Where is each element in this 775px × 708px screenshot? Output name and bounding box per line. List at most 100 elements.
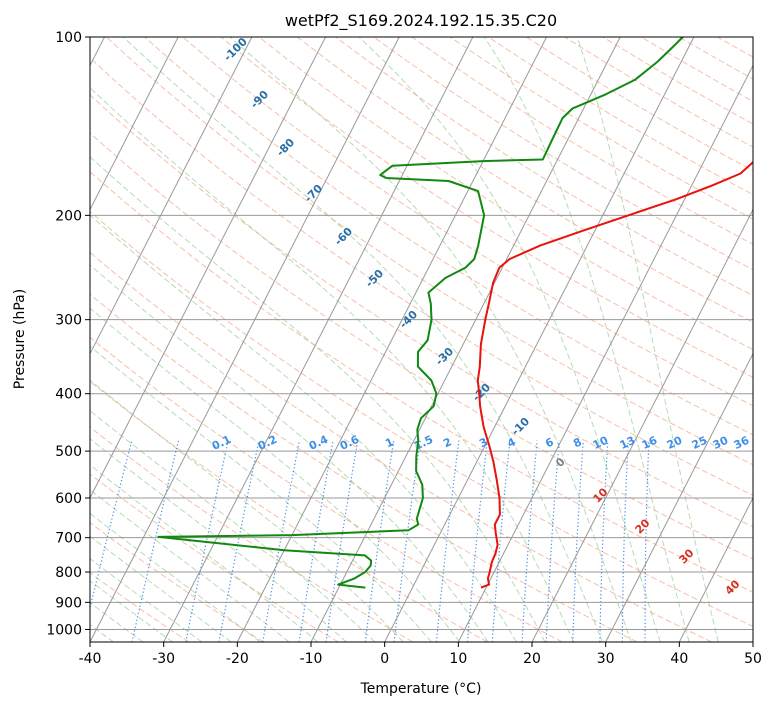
mixing-ratio-line (90, 440, 133, 611)
mixing-ratio-line (644, 440, 650, 642)
y-tick-label: 600 (55, 491, 82, 507)
temperature-profile-line (476, 160, 753, 589)
moist-adiabat-line (90, 379, 404, 642)
mixing-ratio-line (466, 440, 488, 642)
mixing-ratio-label: 25 (690, 434, 709, 452)
isotherm-line (605, 352, 753, 642)
profile-series (157, 37, 753, 589)
dry-adiabats (90, 37, 753, 642)
dry-adiabat-line (182, 37, 753, 407)
dry-adiabat-line (296, 37, 753, 323)
dewpoint-profile-line (157, 37, 684, 589)
y-tick-label: 300 (55, 313, 82, 329)
isotherm-line (90, 37, 253, 355)
plot-frame (89, 36, 754, 643)
mixing-ratio-line (131, 440, 180, 642)
mixing-ratio-label: 13 (618, 434, 637, 452)
x-tick-label: 0 (380, 651, 389, 667)
isotherm-line (678, 496, 753, 642)
moist-adiabat-line (483, 37, 690, 642)
x-tick-label: 20 (523, 651, 541, 667)
moist-adiabat-line (90, 214, 517, 642)
dry-adiabat-line (90, 572, 190, 642)
x-tick-label: 50 (744, 651, 762, 667)
x-axis-ticks: -40 -30 -20 -10 0 10 20 30 40 50 (79, 642, 762, 667)
dry-adiabat-line (90, 57, 753, 496)
y-axis-label: Pressure (hPa) (12, 289, 28, 389)
mixing-ratio-line (521, 440, 538, 642)
x-tick-label: -10 (300, 651, 323, 667)
moist-adiabat-line (576, 37, 719, 642)
mixing-ratio-line (435, 440, 460, 642)
isotherm-line (236, 37, 547, 642)
mixing-ratio-line (185, 440, 229, 642)
moist-adiabat-line (90, 156, 546, 642)
dry-adiabat-line (144, 37, 753, 436)
dry-adiabat-line (258, 37, 753, 351)
isotherm-line (310, 37, 621, 642)
dry-adiabat-line (90, 426, 414, 642)
x-tick-label: -30 (152, 651, 175, 667)
moist-adiabat-line (229, 37, 632, 642)
dry-adiabat-line (90, 210, 753, 628)
mixing-ratio-line (599, 440, 609, 642)
isotherm-line (163, 37, 474, 642)
mixing-ratio-line (218, 440, 260, 642)
dry-adiabat-line (90, 132, 753, 560)
dry-adiabat-line (90, 94, 753, 528)
x-tick-label: 30 (597, 651, 615, 667)
mixing-ratio-line (572, 440, 584, 642)
dry-adiabat-line (106, 37, 753, 466)
dry-adiabat-line (90, 380, 488, 642)
dry-adiabat-line (90, 171, 753, 593)
y-tick-label: 100 (55, 30, 82, 46)
x-tick-label: 40 (670, 651, 688, 667)
mixing-ratio-lines (90, 440, 650, 642)
y-tick-label: 700 (55, 531, 82, 547)
moist-adiabat-line (358, 37, 661, 642)
y-tick-label: 500 (55, 444, 82, 460)
dry-adiabat-line (335, 37, 753, 297)
plot-area: -100-90-80-70-60-50-40-30-20-100.1 0.2 0.4… (90, 37, 753, 642)
mixing-ratio-label: 30 (711, 434, 731, 452)
x-tick-label: -40 (79, 651, 102, 667)
mixing-ratio-label: 20 (665, 434, 685, 452)
mixing-ratio-label: 36 (732, 434, 752, 452)
isotherm-line (90, 37, 179, 211)
y-tick-label: 200 (55, 208, 82, 224)
y-tick-label: 1000 (46, 622, 82, 638)
isotherm-line (90, 37, 400, 642)
dry-adiabat-line (90, 522, 264, 642)
isotherms (90, 37, 753, 642)
moist-adiabat-line (90, 410, 376, 642)
chart-title: wetPf2_S169.2024.192.15.35.C20 (285, 11, 557, 31)
isotherm-line (90, 37, 326, 499)
moist-adiabats (90, 37, 719, 642)
isotherm-line (457, 64, 753, 642)
x-axis-label: Temperature (°C) (360, 681, 482, 697)
moist-adiabat-line (90, 464, 319, 642)
y-axis-ticks: 100 200 300 400 500 600 700 800 900 1000 (46, 30, 90, 638)
mixing-ratio-line (545, 440, 560, 642)
x-tick-label: 10 (449, 651, 467, 667)
y-tick-label: 400 (55, 387, 82, 403)
dry-adiabat-line (220, 37, 753, 378)
dry-adiabat-line (90, 293, 638, 642)
mixing-ratio-line (621, 440, 629, 642)
mixing-ratio-label: 10 (591, 434, 611, 452)
y-tick-label: 900 (55, 595, 82, 611)
moist-adiabat-line (90, 438, 347, 642)
isotherm-line (531, 208, 753, 642)
pressure-gridlines (90, 37, 753, 630)
x-tick-label: -20 (226, 651, 249, 667)
mixing-ratio-line (491, 440, 511, 642)
dry-adiabat-line (90, 336, 563, 642)
isotherm-line (384, 37, 695, 642)
moist-adiabat-line (123, 37, 603, 642)
y-tick-label: 800 (55, 565, 82, 581)
moist-adiabat-line (90, 489, 290, 642)
moist-adiabat-line (90, 345, 432, 642)
mixing-ratio-label: 16 (640, 434, 660, 452)
